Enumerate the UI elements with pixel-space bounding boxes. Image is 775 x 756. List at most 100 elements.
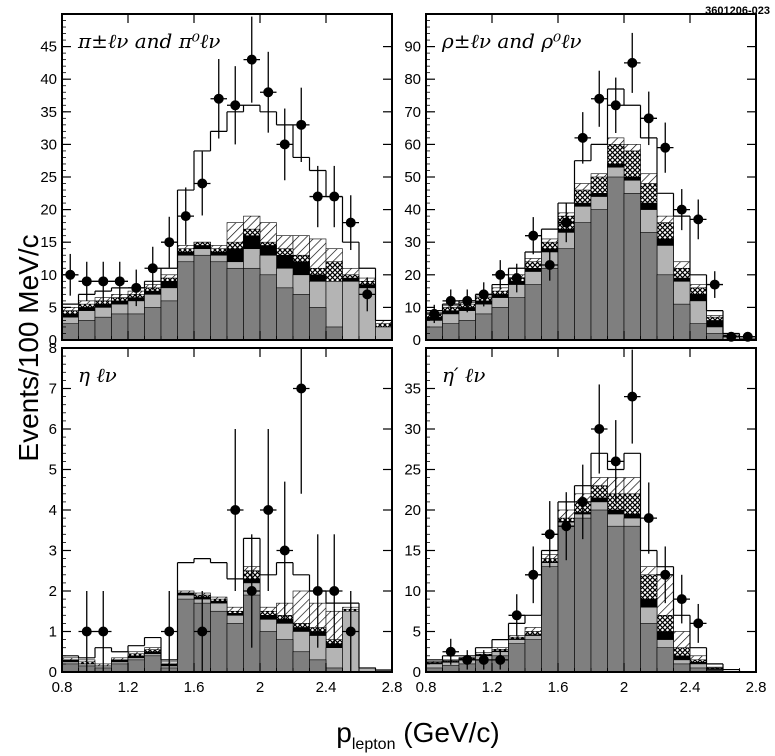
y-tick-label: 35 [404,381,421,398]
y-tick-label: 6 [49,421,57,438]
dark-gray-bar [292,651,310,673]
data-point [693,618,704,629]
dark-gray-bar [623,525,641,673]
dark-gray-bar [309,659,327,673]
data-point [693,214,704,225]
data-point [676,594,687,605]
data-point [462,295,473,306]
data-point [296,383,307,394]
dark-gray-bar [259,274,277,341]
dark-gray-bar [144,307,162,341]
dark-gray-bar [574,517,592,673]
dark-gray-bar [541,566,559,673]
x-tick-label: 2 [256,679,264,696]
x-tick-label: 2.4 [680,679,701,696]
data-point [627,391,638,402]
y-tick-label: 25 [40,169,57,186]
y-tick-label: 15 [40,234,57,251]
data-point [164,237,175,248]
dark-gray-bar [94,316,112,341]
panel-title: η ℓν [78,363,117,387]
data-point [197,626,208,637]
dark-gray-bar [640,232,658,341]
dark-gray-bar [78,320,96,341]
data-point [131,282,142,293]
panel-title: ρ±ℓν and ρ⁰ℓν [441,29,582,53]
y-tick-label: 5 [413,624,421,641]
data-point [610,100,621,111]
dark-gray-bar [61,323,79,341]
y-tick-label: 40 [404,202,421,219]
dark-gray-bar [177,598,195,673]
y-tick-label: 10 [404,299,421,316]
data-point [495,654,506,665]
data-point [81,276,92,287]
data-point [345,217,356,228]
data-point [478,654,489,665]
dark-gray-bar [656,274,674,341]
data-point [312,191,323,202]
light-gray-bar [342,281,360,341]
dark-gray-bar [590,509,608,673]
y-tick-label: 30 [404,234,421,251]
dark-gray-bar [276,639,294,673]
x-tick-label: 2.4 [316,679,337,696]
y-tick-label: 5 [49,299,57,316]
data-point [362,289,373,300]
data-point [660,569,671,580]
data-point [594,93,605,104]
y-tick-label: 10 [40,267,57,284]
data-point [114,276,125,287]
dark-gray-bar [243,267,261,341]
dark-gray-bar [325,326,343,341]
y-tick-label: 2 [49,583,57,600]
y-tick-label: 40 [40,71,57,88]
y-tick-label: 15 [404,543,421,560]
data-point [660,142,671,153]
dark-gray-bar [309,307,327,341]
y-tick-label: 45 [40,39,57,56]
dark-gray-bar [127,659,145,673]
y-tick-label: 50 [404,169,421,186]
panel-top-right: 0 10 20 30 40 50 60 70 80 90 ρ±ℓν and ρ⁰ℓν [404,13,757,349]
x-tick-label: 0.8 [416,679,437,696]
data-point [230,100,241,111]
dark-gray-bar [177,261,195,341]
dark-gray-bar [623,193,641,341]
data-point [429,308,440,319]
x-tick-label: 2 [620,679,628,696]
data-point [528,569,539,580]
data-point [180,211,191,222]
y-tick-label: 30 [404,421,421,438]
dark-gray-bar [607,176,625,341]
panel-bottom-right: 0 5 10 15 20 25 30 35 0.8 1.2 1.6 2 2.4 2.8 η′ ℓν [404,347,766,696]
x-axis-label-unit: (GeV/c) [395,717,499,748]
dark-gray-bar [458,320,476,341]
dark-gray-bar [640,623,658,673]
data-point [197,178,208,189]
y-tick-label: 0 [413,332,421,349]
data-point [627,57,638,68]
data-point [279,139,290,150]
dark-gray-bar [61,663,79,673]
dark-gray-bar [226,267,244,341]
data-point [544,260,555,271]
data-point [511,610,522,621]
y-tick-label: 60 [404,136,421,153]
data-point [528,230,539,241]
data-point [594,424,605,434]
x-tick-label: 1.6 [548,679,569,696]
data-point [246,586,257,596]
dark-gray-bar [557,248,575,341]
panel-bottom-left: 0 1 2 3 4 5 6 7 8 0.8 1.2 1.6 2 2.4 2.8 η ℓν [49,340,403,696]
figure-id: 3601206-023 [705,5,770,17]
data-point [643,513,654,524]
y-tick-label: 5 [49,462,57,479]
data-point [213,93,224,104]
dark-gray-bar [574,222,592,341]
dark-gray-bar [276,287,294,341]
dark-gray-bar [673,303,691,341]
y-tick-label: 1 [49,624,57,641]
dark-gray-bar [111,663,129,673]
